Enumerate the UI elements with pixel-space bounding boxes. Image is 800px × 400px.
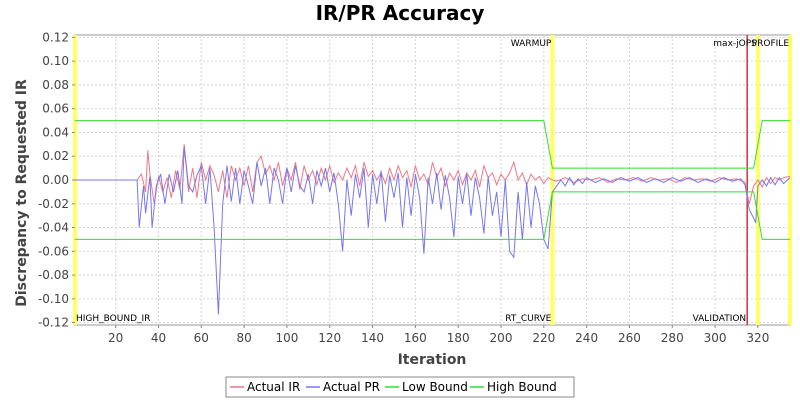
marker-label: WARMUP [511,39,552,49]
y-tick-label: 0.12 [42,30,69,44]
marker-label: HIGH_BOUND_IR [76,314,150,324]
y-tick-label: -0.02 [38,197,69,211]
series-line [75,191,790,240]
marker-label: max-jOPS [713,39,757,49]
series-lines [75,120,791,315]
x-tick-label: 220 [532,331,555,345]
x-tick-label: 20 [108,331,123,345]
series-line [75,146,791,315]
legend-item-label: Low Bound [402,380,468,394]
x-tick-label: 60 [194,331,209,345]
x-tick-label: 320 [746,331,769,345]
y-tick-label: -0.06 [38,244,69,258]
x-tick-label: 120 [318,331,341,345]
series-line [75,144,791,204]
y-tick-label: 0.04 [42,125,69,139]
marker-labels: HIGH_BOUND_IR WARMUP RT_CURVE VALIDATION max… [76,39,789,324]
x-tick-label: 100 [275,331,298,345]
x-tick-label: 200 [490,331,513,345]
legend: Actual IR Actual PR Low Bound High Bound [225,376,575,398]
legend-item-label: Actual IR [247,380,300,394]
y-tick-label: -0.08 [38,268,69,282]
y-tick-label: 0.08 [42,78,69,92]
legend-box [225,376,575,398]
y-tick-label: 0.06 [42,102,69,116]
y-tick-label: -0.10 [38,292,69,306]
y-tick-label: -0.12 [38,316,69,330]
x-axis-label: Iteration [398,352,467,368]
x-tick-label: 40 [151,331,166,345]
x-tick-label: 80 [236,331,251,345]
x-tick-label: 140 [361,331,384,345]
y-tick-label: 0.10 [42,54,69,68]
legend-item-label: High Bound [487,380,557,394]
x-axis-ticks: 20 40 60 80 100 120 140 160 180 200 220 240 260 280 30… [108,325,769,345]
marker-label: VALIDATION [693,314,747,324]
y-tick-label: -0.04 [38,221,69,235]
x-tick-label: 240 [575,331,598,345]
y-tick-label: 0.02 [42,149,69,163]
series-line [75,120,790,169]
x-tick-label: 260 [618,331,641,345]
y-tick-label: 0.00 [42,173,69,187]
legend-item-label: Actual PR [323,380,380,394]
x-tick-label: 180 [447,331,470,345]
marker-label: PROFILE [752,39,790,49]
marker-label: RT_CURVE [505,314,551,324]
y-axis-ticks: 0.12 0.10 0.08 0.06 0.04 0.02 0.00 -0.02 -0.04 -0… [38,30,75,330]
x-tick-label: 160 [404,331,427,345]
y-axis-label: Discrepancy to Requested IR [14,79,30,307]
x-tick-label: 300 [704,331,727,345]
x-tick-label: 280 [661,331,684,345]
chart-title: IR/PR Accuracy [316,1,485,25]
